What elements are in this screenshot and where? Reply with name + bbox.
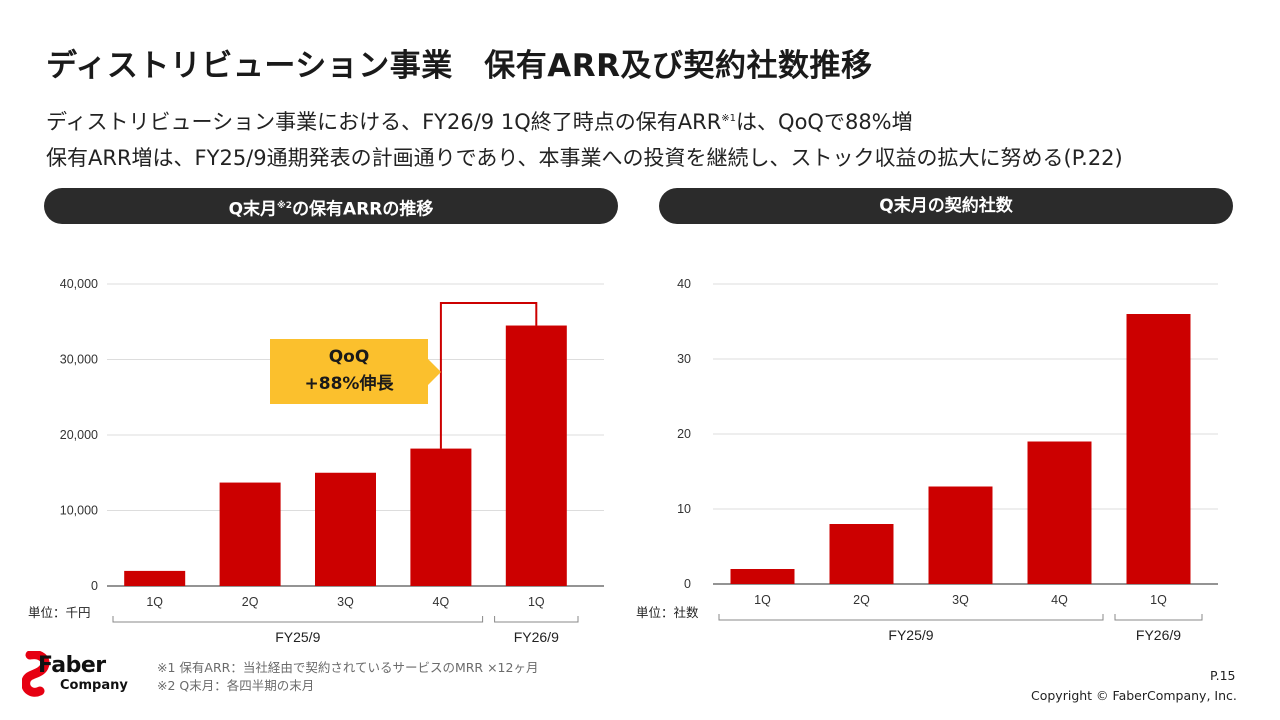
arr-group-label: FY25/9 (275, 629, 320, 645)
companies-bar (730, 569, 795, 584)
copyright: Copyright © FaberCompany, Inc. (1031, 688, 1237, 703)
lead-line-1-a: ディストリビューション事業における、FY26/9 1Q終了時点の保有ARR (46, 110, 722, 134)
arr-bar (124, 570, 186, 586)
companies-ytick-label: 20 (677, 427, 691, 441)
left-header-b: の保有ARRの推移 (292, 199, 434, 220)
page-number: P.15 (1210, 668, 1236, 683)
arr-group-bracket (494, 616, 579, 623)
companies-group-bracket (718, 614, 1104, 621)
qoq-callout-line2: +88%伸長 (304, 374, 394, 394)
arr-ytick-label: 30,000 (60, 353, 98, 367)
footnote-1: ※1 保有ARR：当社経由で契約されているサービスのMRR ×12ヶ月 (157, 660, 539, 675)
left-header-note: ※2 (277, 201, 293, 211)
arr-ytick-label: 10,000 (60, 504, 98, 518)
logo-text-faber: Faber (38, 653, 106, 678)
qoq-callout-line1: QoQ (328, 347, 370, 367)
companies-ytick-label: 10 (677, 502, 691, 516)
arr-category-label: 4Q (433, 595, 450, 609)
arr-bar (219, 482, 281, 586)
lead-line-1-b: は、QoQで88%増 (736, 110, 913, 134)
companies-group-label: FY25/9 (888, 627, 933, 643)
logo-text-company: Company (60, 678, 128, 693)
left-panel-header: Q末月※2の保有ARRの推移 (44, 188, 618, 224)
arr-category-label: 2Q (242, 595, 259, 609)
companies-bar (928, 486, 993, 584)
companies-category-label: 1Q (1150, 593, 1167, 607)
arr-bar (410, 448, 472, 586)
companies-bar (1126, 314, 1191, 584)
footnote-2: ※2 Q末月：各四半期の末月 (157, 678, 315, 693)
companies-ytick-label: 40 (677, 277, 691, 291)
arr-ytick-label: 0 (91, 579, 98, 593)
right-panel-header: Q末月の契約社数 (659, 188, 1233, 224)
companies-bar (1027, 441, 1092, 584)
companies-ytick-label: 0 (684, 577, 691, 591)
companies-group-bracket (1114, 614, 1203, 621)
arr-category-label: 1Q (528, 595, 545, 609)
companies-bar (829, 524, 894, 584)
arr-group-label: FY26/9 (514, 629, 559, 645)
lead-line-2: 保有ARR増は、FY25/9通期発表の計画通りであり、本事業への投資を継続し、ス… (46, 146, 1123, 170)
arr-ytick-label: 40,000 (60, 277, 98, 291)
left-header-a: Q末月 (228, 199, 278, 220)
arr-category-label: 1Q (146, 595, 163, 609)
companies-category-label: 4Q (1051, 593, 1068, 607)
qoq-callout: QoQ +88%伸長 (270, 339, 428, 404)
page-title: ディストリビューション事業 保有ARR及び契約社数推移 (46, 48, 873, 84)
companies-category-label: 1Q (754, 593, 771, 607)
arr-group-bracket (112, 616, 484, 623)
lead-footnote-mark: ※1 (721, 113, 737, 124)
left-unit-label: 単位：千円 (28, 605, 91, 620)
companies-ytick-label: 30 (677, 352, 691, 366)
companies-group-label: FY26/9 (1136, 627, 1181, 643)
companies-category-label: 3Q (952, 593, 969, 607)
faber-logo-mark (22, 651, 50, 697)
companies-category-label: 2Q (853, 593, 870, 607)
arr-category-label: 3Q (337, 595, 354, 609)
qoq-callout-arrow (428, 359, 441, 385)
right-unit-label: 単位：社数 (636, 605, 699, 620)
arr-ytick-label: 20,000 (60, 428, 98, 442)
arr-bar (505, 325, 567, 586)
lead-line-1: ディストリビューション事業における、FY26/9 1Q終了時点の保有ARR※1は… (46, 106, 913, 136)
arr-bar (315, 472, 376, 586)
